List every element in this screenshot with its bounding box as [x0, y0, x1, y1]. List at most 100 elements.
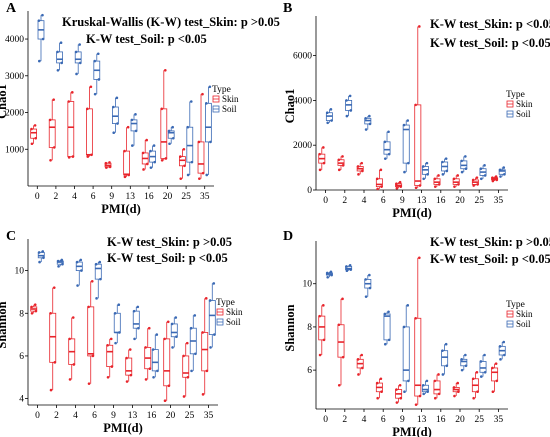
box-body [94, 263, 102, 280]
x-tick-label: 2 [342, 415, 347, 425]
panel-b: B 0 2000 4000 6000 0 2 4 6 9 13 16 20 25 35 PMI(d) Chao1… [283, 1, 550, 220]
data-point [464, 167, 468, 171]
x-tick-label: 20 [455, 415, 465, 425]
box-soil [56, 41, 63, 72]
box-soil [130, 113, 138, 147]
data-point [110, 365, 114, 368]
data-point [105, 166, 108, 169]
data-point [402, 123, 406, 127]
data-point [499, 358, 502, 361]
y-tick-label: 8 [307, 323, 312, 333]
data-point [414, 316, 417, 320]
data-point [106, 343, 109, 347]
data-point [125, 356, 128, 360]
data-point [503, 173, 506, 176]
data-point [179, 155, 182, 158]
data-point [151, 348, 155, 351]
data-point [97, 78, 101, 81]
data-point [170, 322, 174, 326]
box-skin [182, 341, 190, 398]
data-point [380, 185, 383, 188]
data-point [464, 364, 468, 368]
box-skin [395, 180, 403, 190]
data-point [41, 37, 45, 41]
data-point [61, 262, 64, 266]
box-skin [123, 125, 130, 179]
panel-c: C 4 6 8 10 0 2 4 6 9 13 16 20 25 35 PMI(d) Shannon TypeSk… [0, 229, 243, 435]
data-point [406, 119, 410, 122]
box-soil [170, 316, 178, 349]
data-point [186, 173, 190, 177]
data-point [426, 173, 429, 176]
x-tick-label: 9 [400, 415, 405, 425]
data-point [160, 107, 164, 111]
data-point [472, 184, 475, 187]
data-point [125, 380, 129, 383]
x-tick-label: 20 [166, 411, 176, 421]
stat-annotation: K-W test_Soil: p <0.05 [430, 252, 550, 266]
box-skin [160, 68, 168, 162]
data-point [133, 337, 136, 341]
data-point [494, 362, 498, 365]
data-point [345, 265, 348, 268]
y-tick-label: 6000 [293, 52, 312, 62]
data-point [163, 399, 167, 403]
x-tick-label: 35 [200, 192, 210, 202]
data-point [134, 113, 137, 116]
box-body [460, 358, 468, 367]
data-point [153, 160, 156, 164]
data-point [52, 146, 56, 149]
data-point [71, 316, 75, 319]
x-tick-label: 25 [474, 415, 484, 425]
box-body [113, 312, 121, 333]
data-point [113, 311, 117, 315]
data-point [441, 173, 445, 176]
data-point [460, 170, 464, 174]
data-point [37, 19, 41, 22]
data-point [56, 259, 60, 263]
x-tick-label: 0 [35, 192, 40, 202]
box-body [441, 350, 449, 367]
y-tick-label: 6 [19, 352, 24, 362]
data-point [483, 164, 486, 167]
box-body [197, 141, 205, 174]
data-point [364, 117, 367, 120]
y-tick-label: 0 [307, 186, 312, 196]
box-body [433, 380, 441, 395]
box-soil [75, 258, 83, 287]
x-tick-label: 13 [126, 192, 136, 202]
data-point [503, 353, 506, 357]
box-soil [383, 130, 391, 160]
data-point [471, 377, 475, 381]
legend-label: Skin [226, 307, 243, 317]
y-tick-label: 3000 [5, 72, 24, 82]
data-point [117, 303, 121, 307]
data-point [67, 156, 71, 159]
x-tick-label: 6 [92, 411, 97, 421]
data-point [502, 340, 506, 344]
box-body [479, 361, 487, 373]
data-point [182, 395, 186, 398]
box-skin [104, 161, 112, 169]
data-point [452, 386, 456, 389]
data-point [37, 251, 41, 254]
data-point [41, 13, 44, 17]
data-point [491, 366, 494, 370]
data-point [395, 401, 399, 404]
data-point [398, 383, 402, 387]
box-skin [179, 147, 186, 180]
data-point [171, 346, 174, 349]
data-point [479, 375, 483, 378]
box-skin [433, 373, 441, 400]
data-point [152, 144, 156, 147]
data-point [322, 146, 325, 149]
data-point [479, 177, 483, 181]
data-point [164, 157, 168, 160]
box-body [167, 130, 175, 139]
data-point [57, 265, 60, 268]
panel-label: D [283, 229, 293, 244]
data-point [67, 100, 71, 103]
box-soil [325, 108, 333, 125]
box-soil [460, 353, 468, 372]
